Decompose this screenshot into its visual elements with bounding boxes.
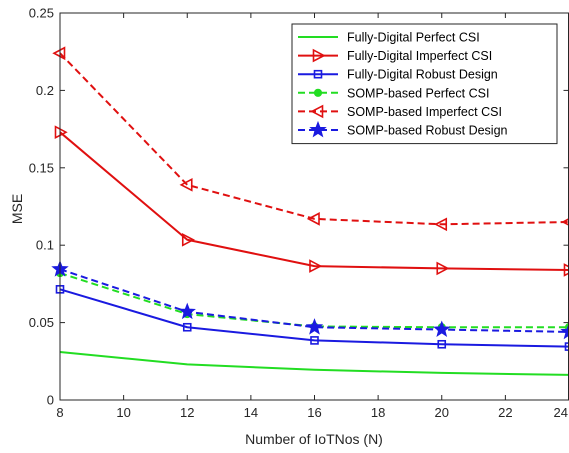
y-tick-label: 0.15: [29, 160, 54, 175]
legend-marker: [313, 88, 323, 97]
legend-marker: [309, 120, 327, 138]
data-point-s6-4: [433, 320, 451, 337]
legend-label: Fully-Digital Perfect CSI: [347, 31, 480, 45]
data-point-s6-3: [305, 318, 324, 335]
series-lines: [51, 46, 569, 376]
data-point-s2-3: [309, 259, 323, 273]
x-tick-label: 16: [307, 405, 321, 420]
data-point-s3-5: [564, 342, 569, 351]
legend-entry-4: SOMP-based Perfect CSI: [298, 86, 489, 100]
y-tick-label: 0.1: [36, 238, 54, 253]
series-2: [54, 125, 569, 277]
data-point-s5-1: [52, 46, 66, 61]
data-point-s6-5: [560, 322, 569, 340]
data-point-s2-5: [563, 263, 569, 277]
data-point-s2-1: [54, 125, 68, 140]
x-tick-label: 18: [371, 405, 385, 420]
x-tick-label: 12: [180, 405, 194, 420]
data-point-s5-4: [434, 217, 448, 232]
series-line-6: [59, 268, 569, 333]
data-point-s3-2: [182, 322, 192, 332]
legend-entry-1: Fully-Digital Perfect CSI: [298, 31, 480, 45]
series-line-3: [59, 288, 569, 348]
y-axis-label: MSE: [9, 194, 25, 224]
legend-label: SOMP-based Robust Design: [347, 124, 508, 138]
series-line-2: [59, 131, 569, 271]
data-point-s2-4: [436, 261, 450, 276]
series-line-1: [59, 351, 569, 376]
legend-entry-6: SOMP-based Robust Design: [298, 120, 508, 138]
y-tick-label: 0.2: [36, 83, 54, 98]
data-point-s2-2: [181, 232, 195, 247]
x-axis-label: Number of IoTNos (N): [245, 431, 383, 447]
x-tick-label: 20: [435, 405, 449, 420]
legend: Fully-Digital Perfect CSI Fully-Digital I…: [291, 23, 558, 145]
data-point-s3-3: [310, 336, 319, 345]
series-line-5: [59, 52, 569, 226]
data-point-s5-2: [179, 178, 193, 192]
legend-marker: [312, 48, 326, 63]
data-point-s3-4: [437, 339, 447, 349]
y-tick-label: 0.25: [29, 6, 54, 21]
data-point-s6-2: [178, 302, 196, 320]
x-tick-label: 14: [244, 405, 258, 420]
legend-marker: [313, 69, 323, 79]
x-tick-label: 10: [116, 405, 130, 420]
x-tick-label: 22: [498, 405, 512, 420]
x-tick-label: 8: [56, 405, 63, 420]
data-point-s5-3: [306, 212, 320, 226]
x-tick-label: 24: [554, 405, 568, 420]
legend-marker: [310, 104, 324, 119]
y-tick-label: 0: [47, 393, 54, 408]
legend-label: Fully-Digital Robust Design: [347, 68, 498, 82]
legend-entry-3: Fully-Digital Robust Design: [298, 68, 498, 82]
y-tick-label: 0.05: [29, 315, 54, 330]
legend-label: SOMP-based Imperfect CSI: [347, 105, 502, 119]
legend-entry-5: SOMP-based Imperfect CSI: [298, 104, 502, 119]
legend-entry-2: Fully-Digital Imperfect CSI: [298, 48, 492, 63]
tick-labels: 8 10 12 14 16 18 20 22 24 0 0.05 0.1 0.15 0.2 0.25: [29, 6, 568, 421]
legend-label: SOMP-based Perfect CSI: [347, 86, 489, 100]
series-1: [59, 351, 569, 376]
series-line-4: [59, 272, 569, 329]
legend-box: [291, 23, 558, 145]
legend-label: Fully-Digital Imperfect CSI: [347, 49, 492, 63]
series-5: [52, 46, 569, 232]
